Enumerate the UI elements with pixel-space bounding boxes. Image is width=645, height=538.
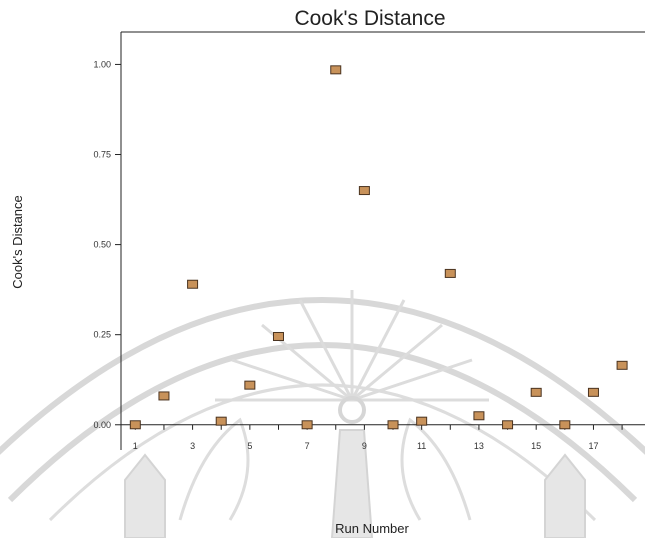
x-axis-label: Run Number [335,521,409,536]
data-point-run-16 [559,420,571,430]
y-tick-label: 0.50 [93,240,111,250]
x-tick-label: 13 [474,441,484,451]
data-point-run-13 [473,411,485,421]
chart-title: Cook's Distance [294,7,445,30]
data-point-run-5 [244,380,256,390]
data-point-run-15 [530,387,542,397]
y-tick-label: 0.00 [93,420,111,430]
data-point-run-11 [416,416,428,426]
x-ticks: 1 3 5 7 9 11 13 15 17 [133,424,623,451]
data-point-run-14 [502,420,514,430]
data-point-run-18 [616,360,628,370]
y-tick-label: 0.75 [93,150,111,160]
data-point-run-10 [387,420,399,430]
y-ticks: 0.00 0.25 0.50 0.75 1.00 [93,59,121,430]
watermark-emblem [0,290,645,538]
data-point-run-8 [330,65,342,75]
data-point-run-6 [272,331,284,341]
data-point-run-2 [158,391,170,401]
y-tick-label: 1.00 [93,59,111,69]
data-point-run-12 [444,268,456,278]
data-point-run-1 [129,420,141,430]
data-point-run-3 [187,279,199,289]
x-tick-label: 3 [190,441,195,451]
data-point-run-17 [587,387,599,397]
data-points [129,65,628,430]
y-tick-label: 0.25 [93,330,111,340]
x-tick-label: 7 [305,441,310,451]
data-point-run-7 [301,420,313,430]
x-tick-label: 5 [247,441,252,451]
x-tick-label: 1 [133,441,138,451]
x-tick-label: 9 [362,441,367,451]
x-tick-label: 17 [588,441,598,451]
x-tick-label: 15 [531,441,541,451]
data-point-run-9 [358,186,370,196]
x-tick-label: 11 [417,441,426,451]
y-axis-label: Cook's Distance [10,195,25,289]
data-point-run-4 [215,416,227,426]
